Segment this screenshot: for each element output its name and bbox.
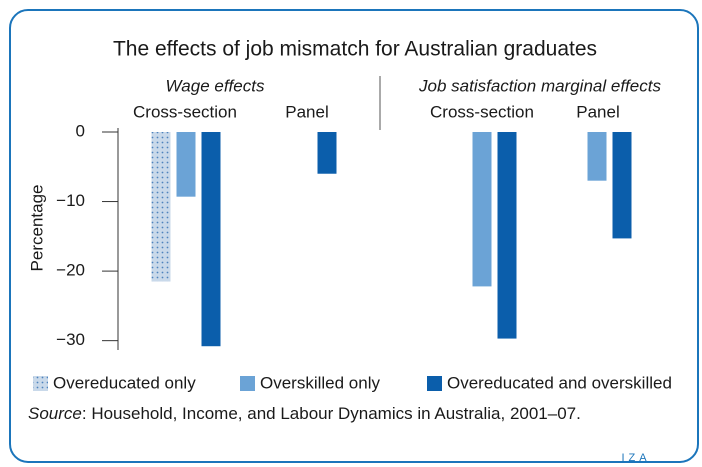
x-category-label: Panel [285,102,328,121]
y-axis-label: Percentage [27,185,46,272]
legend-swatch [33,376,48,391]
bar [497,132,517,339]
x-category-label: Cross-section [133,102,237,121]
frame [9,9,699,463]
bar [151,132,171,282]
bar [587,132,607,181]
bar [317,132,337,174]
source: Source: Household, Income, and Labour Dy… [28,404,581,423]
y-tick-label: −10 [56,191,85,210]
legend-label: Overskilled only [260,373,380,392]
group-label: Wage effects [166,76,265,95]
x-category-label: Panel [576,102,619,121]
legend-swatch [427,376,442,391]
y-tick-label: −30 [56,330,85,349]
x-category-label: Cross-section [430,102,534,121]
bar [612,132,632,239]
legend-label: Overeducated only [53,373,196,392]
logo: IZA [621,452,650,464]
y-tick-label: 0 [76,121,85,140]
chart-title: The effects of job mismatch for Australi… [113,38,597,61]
legend-label: Overeducated and overskilled [447,373,672,392]
bar [201,132,221,347]
legend-swatch [240,376,255,391]
source-text: : Household, Income, and Labour Dynamics… [82,404,581,423]
bar [176,132,196,197]
y-tick-label: −20 [56,261,85,280]
source-label: Source [28,404,82,423]
group-label: Job satisfaction marginal effects [418,76,661,95]
bar [472,132,492,287]
